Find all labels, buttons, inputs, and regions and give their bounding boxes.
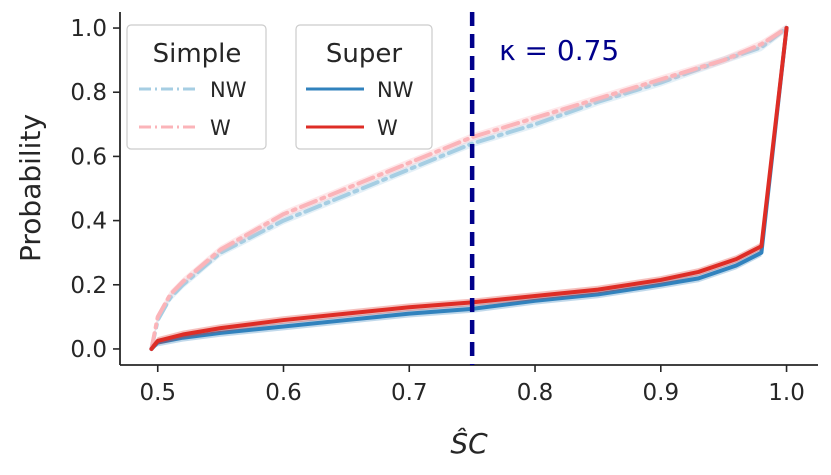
legend-simple-w-label: W [210, 116, 231, 140]
legend-super-frame [295, 24, 433, 150]
kappa-annotation: κ = 0.75 [499, 34, 619, 67]
y-tick-label: 0.0 [70, 337, 107, 363]
x-tick-label: 0.6 [265, 380, 302, 406]
simple-nw-band [151, 24, 787, 349]
simple-w-band [151, 24, 787, 349]
x-tick-label: 0.8 [517, 380, 554, 406]
x-tick-label: 0.7 [391, 380, 428, 406]
x-tick-label: 0.9 [643, 380, 680, 406]
simple-w-line [149, 26, 789, 351]
legend-simple-frame [126, 24, 267, 150]
legend-super-title: Super [326, 39, 402, 69]
y-tick-label: 0.2 [70, 273, 107, 299]
y-tick-label: 0.4 [70, 209, 107, 235]
x-tick-label: 0.5 [139, 380, 176, 406]
y-tick-label: 0.6 [70, 144, 107, 170]
legend-simple: Simple NW W [126, 24, 267, 150]
x-tick-label: 1.0 [768, 380, 805, 406]
axes [119, 12, 818, 366]
legend-simple-title: Simple [153, 39, 242, 69]
ticks: 0.5 0.6 0.7 0.8 0.9 1.0 0.0 0.2 0.4 0.6 0.8 1.0 [70, 16, 804, 406]
simple-nw-line [149, 26, 789, 351]
legend-super-w-label: W [377, 116, 398, 140]
y-tick-label: 0.8 [70, 80, 107, 106]
y-axis-title: Probability [14, 114, 47, 262]
legend-simple-nw-label: NW [210, 78, 247, 102]
y-tick-label: 1.0 [70, 16, 107, 42]
legend-super: Super NW W [295, 24, 433, 150]
x-axis-title: ŜC [450, 426, 488, 460]
legend-super-nw-label: NW [377, 78, 414, 102]
